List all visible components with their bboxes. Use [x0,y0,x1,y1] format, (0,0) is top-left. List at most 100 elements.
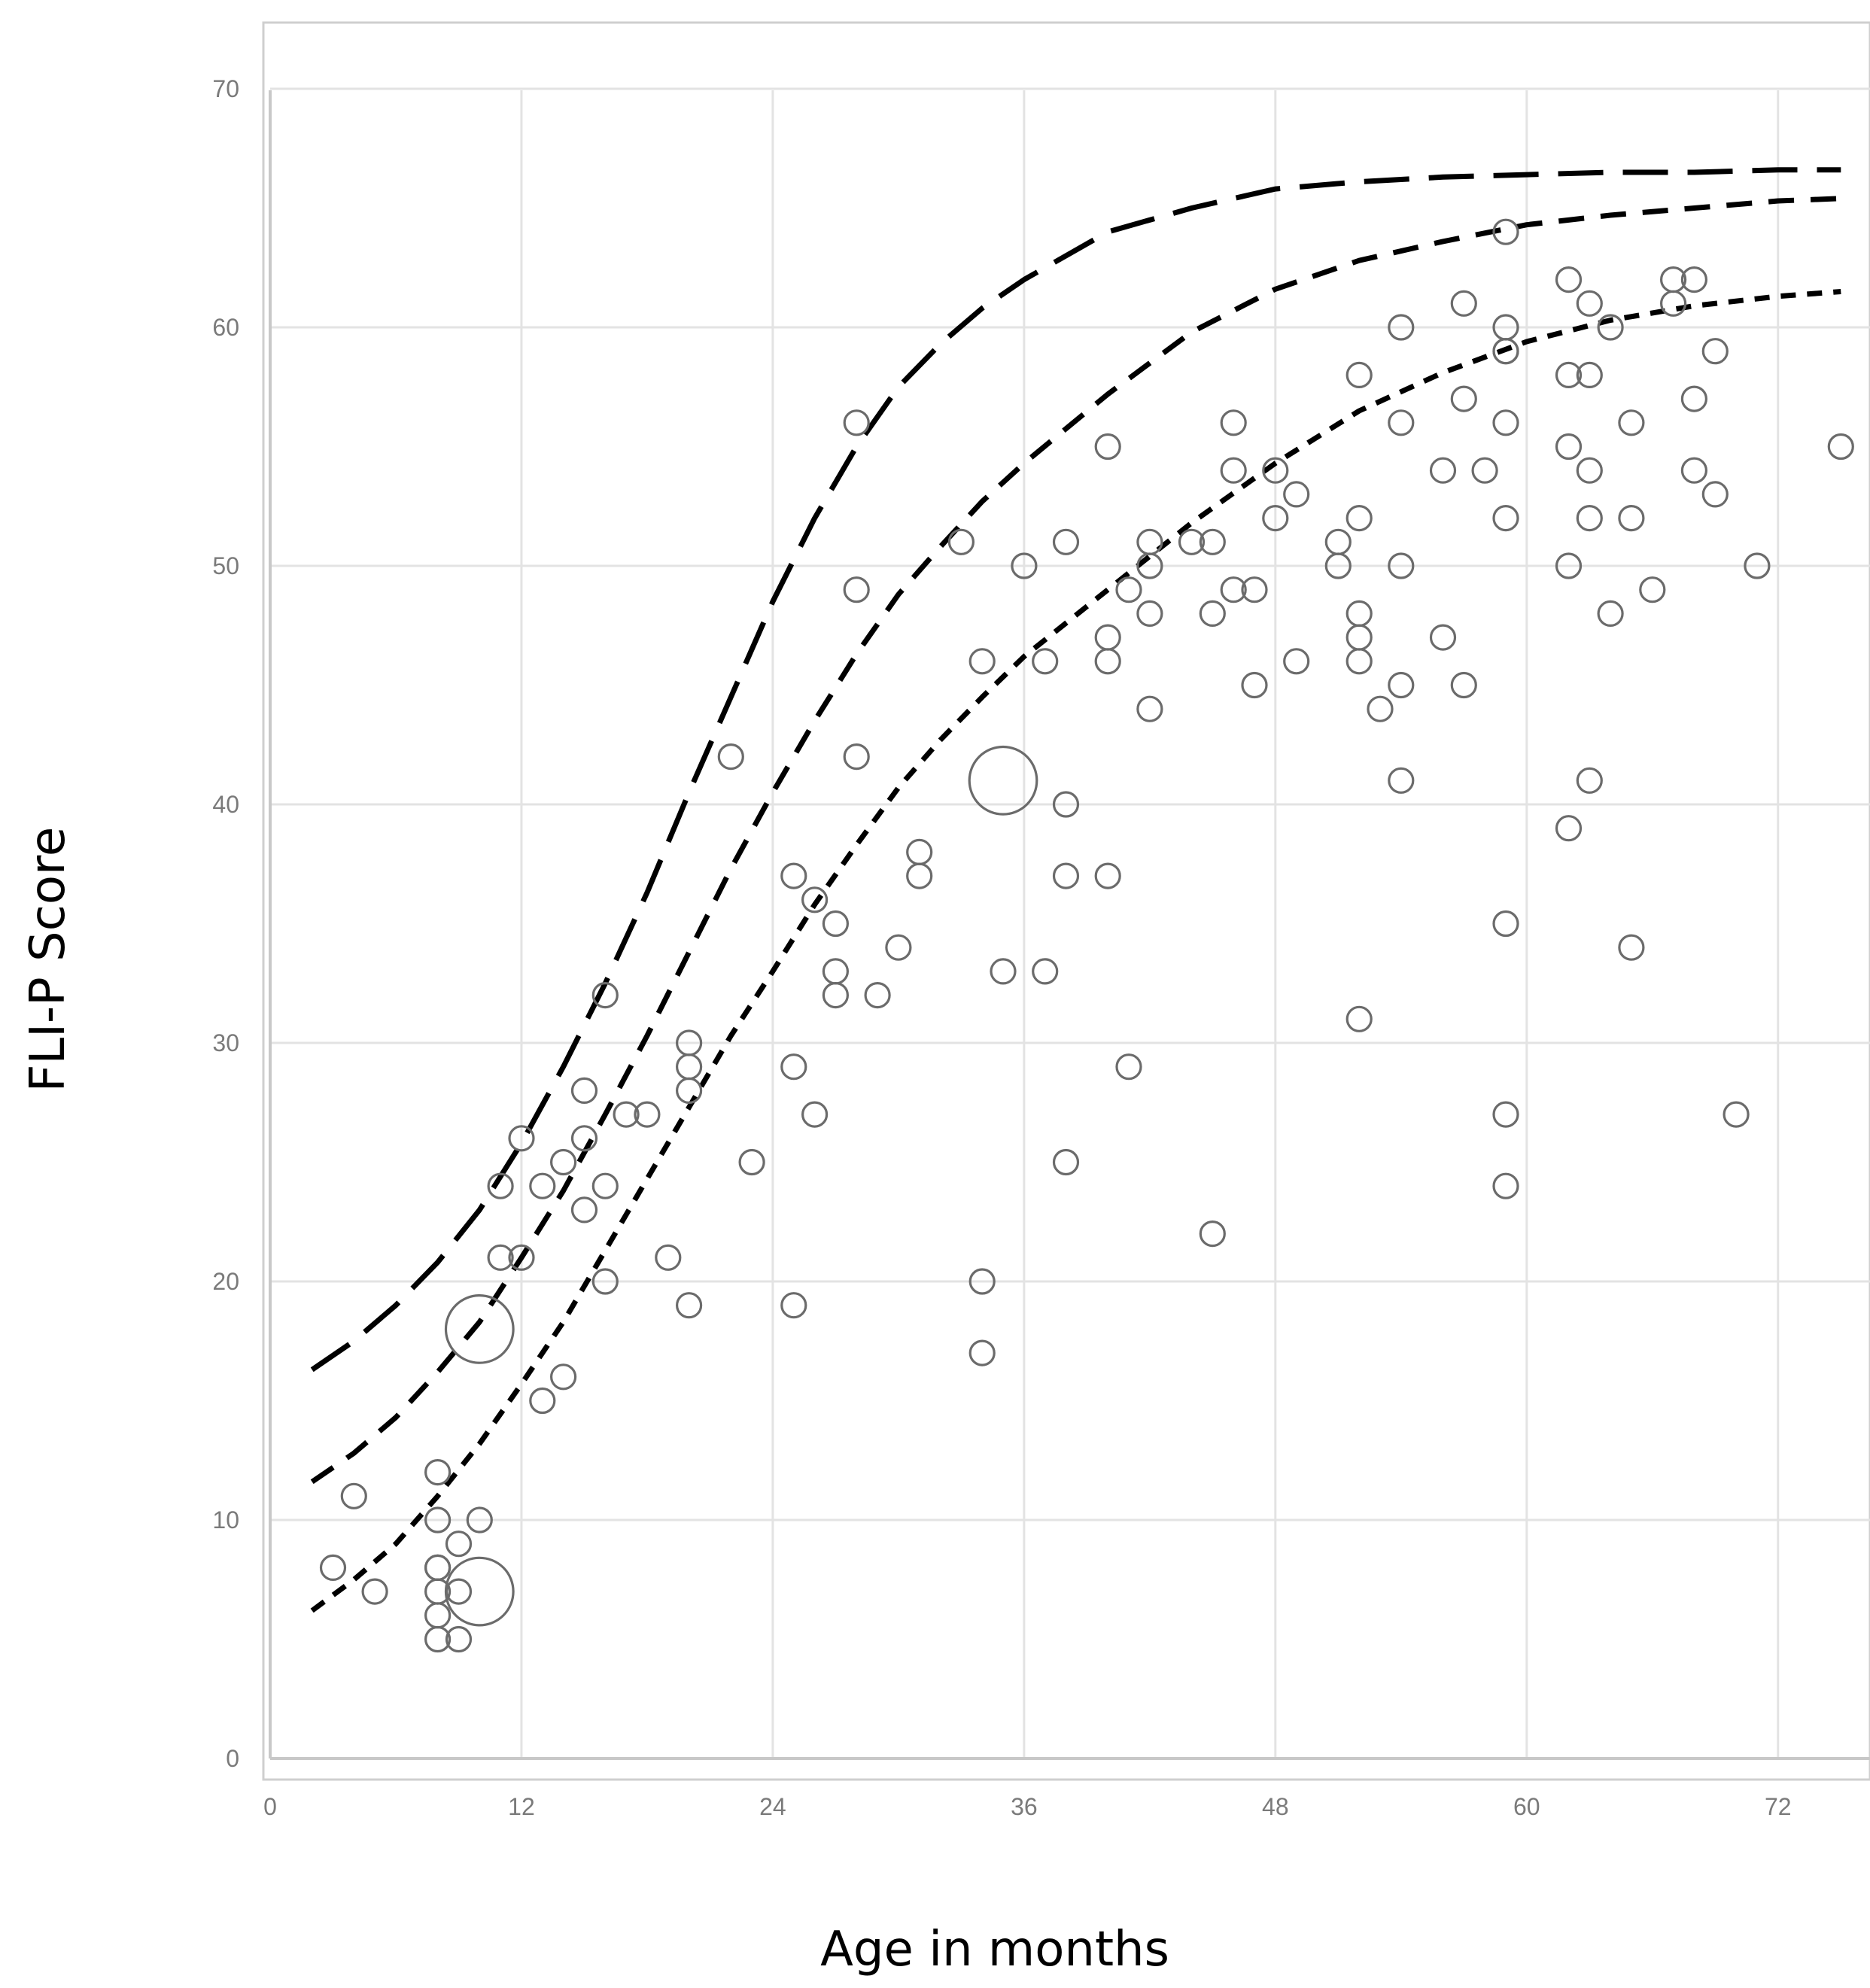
data-point [508,1125,535,1152]
data-point [1388,314,1415,341]
data-point [1680,457,1707,484]
data-point [843,409,870,436]
data-point [549,1148,577,1176]
data-point [1367,695,1394,722]
data-point [675,1077,703,1105]
data-point [822,910,850,938]
data-point [1576,457,1603,484]
data-point [1450,385,1477,412]
x-tick-label: 48 [1262,1793,1289,1820]
data-point [1492,910,1519,938]
data-point [780,1053,807,1081]
data-point [1618,409,1645,436]
data-point [340,1482,367,1509]
data-point [1618,504,1645,532]
data-point [843,576,870,603]
data-point [591,981,619,1009]
percentile-curve-long-dash [310,167,1841,1372]
data-point [1680,266,1707,293]
data-point [1052,791,1080,818]
data-point [1388,671,1415,699]
data-point [1576,290,1603,317]
data-point [1345,504,1373,532]
data-point [1388,409,1415,436]
data-point [968,745,1038,816]
data-point [1597,314,1624,341]
data-point [361,1578,388,1605]
data-point [990,958,1017,985]
data-point [634,1101,661,1128]
data-point [1052,528,1080,555]
data-point [717,743,744,771]
data-point [1094,862,1121,889]
data-point [1492,1101,1519,1128]
data-points [319,218,1854,1653]
data-point [1701,481,1729,508]
gridlines [270,87,1870,1758]
data-point [1555,361,1583,388]
y-axis-title: FLI-P Score [20,827,76,1093]
data-point [1324,552,1352,579]
data-point [1199,528,1226,555]
y-tick-label: 30 [212,1029,239,1056]
data-point [1052,1148,1080,1176]
data-point [466,1506,493,1534]
data-point [508,1244,535,1271]
data-point [1032,648,1059,675]
data-point [1136,552,1163,579]
y-tick-label: 70 [212,75,239,102]
data-point [1555,815,1583,842]
data-point [570,1196,598,1224]
data-point [655,1244,682,1271]
data-point [1262,504,1289,532]
x-tick-label: 36 [1011,1793,1038,1820]
data-point [1115,1053,1142,1081]
data-point [864,981,891,1009]
data-point [1492,409,1519,436]
data-point [424,1458,452,1486]
data-point [675,1292,703,1319]
data-point [570,1125,598,1152]
data-point [549,1363,577,1391]
data-point [780,1292,807,1319]
x-axis-title: Age in months [820,1922,1169,1977]
data-point [529,1172,556,1199]
data-point [1680,385,1707,412]
data-point [968,1339,996,1366]
data-point [1136,695,1163,722]
data-point [1492,504,1519,532]
data-point [1345,361,1373,388]
data-point [1032,958,1059,985]
data-point [1492,1172,1519,1199]
data-point [1094,433,1121,461]
data-point [1429,457,1457,484]
data-point [1429,624,1457,651]
axes [269,90,1870,1760]
data-point [1827,433,1854,461]
data-point [1220,457,1247,484]
data-point [1576,504,1603,532]
data-point [1450,671,1477,699]
y-tick-label: 40 [212,791,239,818]
data-point [424,1506,452,1534]
data-point [1283,481,1310,508]
data-point [613,1101,640,1128]
y-tick-label: 0 [226,1745,239,1772]
y-tick-label: 50 [212,552,239,579]
data-point [487,1172,514,1199]
x-tick-label: 60 [1513,1793,1540,1820]
data-point [947,528,975,555]
data-point [570,1077,598,1105]
data-point [822,981,850,1009]
data-point [1618,934,1645,961]
data-point [1555,433,1583,461]
data-point [1241,671,1268,699]
data-point [1388,767,1415,794]
data-point [487,1244,514,1271]
data-point [1345,648,1373,675]
data-point [1555,552,1583,579]
data-point [1220,409,1247,436]
data-point [319,1554,347,1581]
data-point [801,1101,829,1128]
data-point [1220,576,1247,603]
